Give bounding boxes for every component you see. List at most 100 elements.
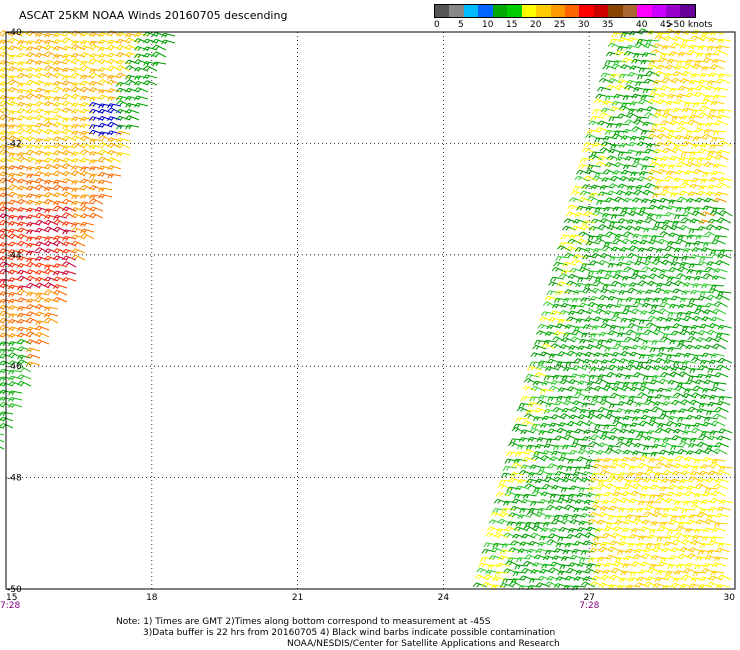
wind-barb xyxy=(607,129,619,133)
wind-barb xyxy=(690,157,702,161)
wind-barb-flag xyxy=(92,174,96,179)
wind-barb-flag xyxy=(638,402,642,407)
wind-barb-flag xyxy=(679,262,683,267)
wind-barb-flag xyxy=(47,123,52,127)
wind-barb-flag xyxy=(682,393,687,398)
wind-barb-flag xyxy=(683,102,688,108)
wind-barb-flag xyxy=(11,353,16,358)
wind-barb-flag xyxy=(622,326,626,331)
wind-barb xyxy=(706,309,718,315)
wind-barb-flag xyxy=(53,143,58,148)
wind-barb-flag xyxy=(71,234,76,239)
wind-barb-flag xyxy=(640,177,645,181)
wind-barb-flag xyxy=(628,141,633,147)
wind-barb-flag xyxy=(636,53,640,58)
wind-barb-flag xyxy=(651,123,655,129)
wind-barb xyxy=(20,338,32,345)
wind-barb-flag xyxy=(685,379,690,384)
wind-barb-flag xyxy=(597,172,601,177)
wind-barb-flag xyxy=(707,232,712,237)
wind-barb-flag xyxy=(640,414,645,420)
wind-barb-flag xyxy=(683,63,688,68)
wind-barb xyxy=(47,82,59,86)
wind-barb xyxy=(721,249,733,252)
wind-barb-flag xyxy=(722,249,726,254)
wind-barb-flag xyxy=(700,143,704,149)
wind-barb-flag xyxy=(74,73,79,78)
wind-barb-flag xyxy=(20,96,24,100)
wind-barb-flag xyxy=(53,200,57,206)
wind-barb-flag xyxy=(44,172,48,177)
wind-barb-flag xyxy=(53,136,58,141)
wind-barb-flag xyxy=(35,207,39,212)
wind-barb-flag xyxy=(688,242,692,247)
wind-barb xyxy=(11,360,23,366)
wind-barb-flag xyxy=(711,275,716,280)
wind-barb xyxy=(92,151,104,156)
wind-barb-flag xyxy=(71,116,75,122)
wind-barb-flag xyxy=(666,241,671,246)
wind-barb-flag xyxy=(20,340,25,344)
wind-barb xyxy=(590,270,602,273)
wind-barb-flag xyxy=(44,282,49,287)
wind-barb-flag xyxy=(53,192,58,197)
wind-barb-flag xyxy=(530,402,534,407)
wind-barb-flag xyxy=(29,230,33,235)
wind-barb-flag xyxy=(616,332,621,338)
wind-barb-flag xyxy=(584,333,588,338)
wind-barb-flag xyxy=(594,219,598,224)
wind-barb-flag xyxy=(617,163,621,167)
wind-barb-flag xyxy=(119,138,123,143)
wind-barb xyxy=(2,360,14,366)
wind-barb xyxy=(711,109,723,112)
wind-barb-flag xyxy=(56,144,61,148)
wind-barb-flag xyxy=(710,100,715,106)
wind-barb xyxy=(47,151,59,156)
wind-barb-flag xyxy=(581,220,586,226)
wind-barb xyxy=(570,204,582,210)
wind-barb-flag xyxy=(71,130,75,136)
wind-barb xyxy=(643,94,655,98)
wind-barb xyxy=(606,241,618,245)
wind-barb xyxy=(0,89,5,93)
wind-barb-flag xyxy=(620,283,624,288)
wind-barb-flag xyxy=(693,290,697,295)
wind-barb xyxy=(155,31,167,37)
wind-barb-flag xyxy=(636,39,640,44)
wind-barb-flag xyxy=(587,284,591,289)
wind-barb xyxy=(20,248,32,254)
wind-barb-flag xyxy=(604,310,608,315)
wind-barb-flag xyxy=(629,101,634,107)
wind-barb-flag xyxy=(582,268,586,272)
wind-barb-flag xyxy=(608,415,612,419)
wind-barb xyxy=(120,65,131,72)
wind-barb-flag xyxy=(29,348,33,353)
wind-barb-flag xyxy=(538,430,542,436)
wind-barb-flag xyxy=(649,92,654,97)
wind-barb xyxy=(39,296,50,303)
wind-barb xyxy=(670,164,682,168)
wind-barb-flag xyxy=(56,285,60,289)
wind-barb xyxy=(633,171,645,175)
wind-barb xyxy=(625,308,637,315)
wind-barb-flag xyxy=(681,290,685,296)
wind-barb xyxy=(636,157,648,161)
wind-barb-flag xyxy=(718,155,722,160)
wind-barb-flag xyxy=(683,388,688,394)
wind-barb-flag xyxy=(11,242,16,247)
wind-barb xyxy=(648,289,660,294)
wind-barb-flag xyxy=(20,257,24,261)
wind-barb xyxy=(625,345,637,350)
wind-barb-flag xyxy=(56,68,60,72)
wind-barb-flag xyxy=(684,218,689,223)
wind-barb-flag xyxy=(17,30,22,35)
wind-barb xyxy=(92,129,104,135)
wind-barb-flag xyxy=(89,32,93,37)
wind-barb-flag xyxy=(676,324,680,329)
wind-barb-flag xyxy=(650,267,655,272)
wind-barb xyxy=(595,359,606,364)
wind-barb-flag xyxy=(605,246,610,251)
wind-barb-flag xyxy=(627,338,632,342)
wind-barb xyxy=(676,144,688,147)
wind-barb xyxy=(580,309,592,315)
